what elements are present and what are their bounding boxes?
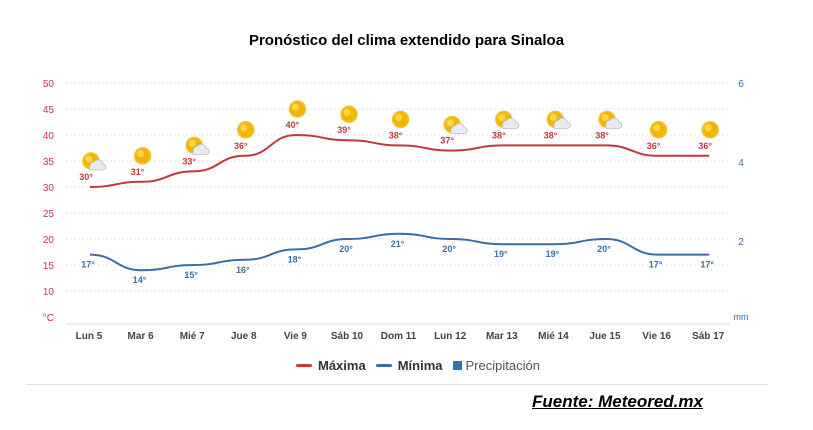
- sun-cloud-icon: [546, 110, 571, 129]
- data-label-minima: 15°: [184, 270, 198, 280]
- x-tick-label: Mar 13: [486, 331, 518, 342]
- legend-swatch-precipitacion: [452, 361, 462, 370]
- x-tick-label: Dom 11: [381, 331, 417, 342]
- data-label-minima: 20°: [339, 244, 353, 254]
- legend-label-minima: Mínima: [397, 358, 443, 373]
- source-credit: Fuente: Meteored.mx: [532, 392, 703, 411]
- data-label-minima: 18°: [288, 254, 302, 264]
- sun-cloud-icon: [82, 152, 107, 171]
- sun-icon: [288, 100, 307, 118]
- legend-label-precipitacion: Precipitación: [465, 358, 540, 373]
- data-label-minima: 17°: [649, 260, 663, 270]
- y-left-tick-label: 10: [43, 287, 55, 298]
- data-label-maxima: 36°: [647, 141, 661, 151]
- y-left-tick-label: 40: [43, 131, 55, 142]
- footer-divider: [26, 384, 768, 385]
- sun-icon: [237, 121, 255, 139]
- y-left-tick-label: 50: [43, 79, 55, 90]
- legend-item-precipitacion[interactable]: Precipitación: [452, 358, 540, 373]
- y-left-unit-label: °C: [43, 313, 54, 324]
- data-label-maxima: 40°: [286, 120, 300, 130]
- y-left-tick-label: 25: [43, 209, 55, 220]
- sun-cloud-icon: [495, 110, 520, 129]
- data-label-minima: 14°: [133, 275, 147, 285]
- x-tick-label: Sáb 10: [331, 331, 364, 342]
- data-label-maxima: 38°: [389, 130, 403, 140]
- chart-title: Pronóstico del clima extendido para Sina…: [248, 32, 565, 49]
- sun-icon: [391, 110, 410, 129]
- data-label-maxima: 36°: [234, 141, 248, 151]
- sun-icon: [701, 121, 719, 139]
- y-right-tick-label: 2: [738, 237, 744, 248]
- data-label-maxima: 31°: [131, 167, 145, 177]
- x-tick-label: Vie 16: [642, 331, 671, 342]
- sun-icon: [340, 105, 358, 123]
- y-left-tick-label: 35: [43, 157, 55, 168]
- y-right-unit-label: mm: [734, 312, 749, 322]
- data-label-maxima: 37°: [440, 136, 454, 146]
- sun-icon: [133, 147, 152, 165]
- x-tick-label: Jue 8: [231, 331, 257, 342]
- data-label-minima: 16°: [236, 265, 250, 275]
- data-label-minima: 17°: [700, 260, 714, 270]
- y-right-tick-label: 6: [738, 79, 744, 90]
- y-left-tick-label: 15: [43, 261, 55, 272]
- sun-cloud-icon: [598, 110, 623, 129]
- sun-cloud-icon: [443, 115, 468, 134]
- y-right-tick-label: 4: [738, 158, 744, 169]
- legend-item-maxima[interactable]: Máxima: [296, 358, 366, 373]
- x-tick-label: Vie 9: [284, 331, 308, 342]
- data-label-maxima: 36°: [698, 141, 712, 151]
- data-label-minima: 21°: [391, 239, 405, 249]
- y-left-tick-label: 20: [43, 235, 55, 246]
- x-tick-label: Sáb 17: [692, 331, 725, 342]
- data-label-minima: 20°: [442, 244, 456, 254]
- series-line-maxima: [89, 133, 710, 188]
- data-label-maxima: 38°: [544, 130, 558, 140]
- x-tick-label: Lun 5: [76, 331, 103, 342]
- legend-label-maxima: Máxima: [318, 358, 366, 373]
- legend-item-minima[interactable]: Mínima: [375, 358, 443, 373]
- data-label-maxima: 38°: [595, 130, 609, 140]
- chart-legend: Máxima Mínima Precipitación: [296, 358, 550, 373]
- data-label-minima: 19°: [494, 249, 508, 259]
- series-line-minima: [89, 232, 710, 272]
- sun-icon: [649, 121, 668, 139]
- x-tick-label: Mié 14: [538, 331, 569, 342]
- data-label-minima: 20°: [597, 244, 611, 254]
- x-tick-label: Mié 7: [180, 331, 205, 342]
- sun-cloud-icon: [185, 136, 210, 155]
- data-label-maxima: 33°: [182, 156, 196, 166]
- data-label-minima: 19°: [546, 249, 560, 259]
- legend-swatch-minima: [375, 364, 392, 367]
- x-tick-label: Mar 6: [128, 331, 155, 342]
- data-label-maxima: 39°: [337, 125, 351, 135]
- y-left-tick-label: 30: [43, 183, 55, 194]
- y-left-tick-label: 45: [43, 105, 55, 116]
- legend-swatch-maxima: [296, 364, 312, 367]
- data-label-maxima: 30°: [79, 172, 93, 182]
- x-tick-label: Jue 15: [589, 331, 621, 342]
- x-tick-label: Lun 12: [434, 331, 467, 342]
- data-label-maxima: 38°: [492, 130, 506, 140]
- data-label-minima: 17°: [81, 260, 95, 270]
